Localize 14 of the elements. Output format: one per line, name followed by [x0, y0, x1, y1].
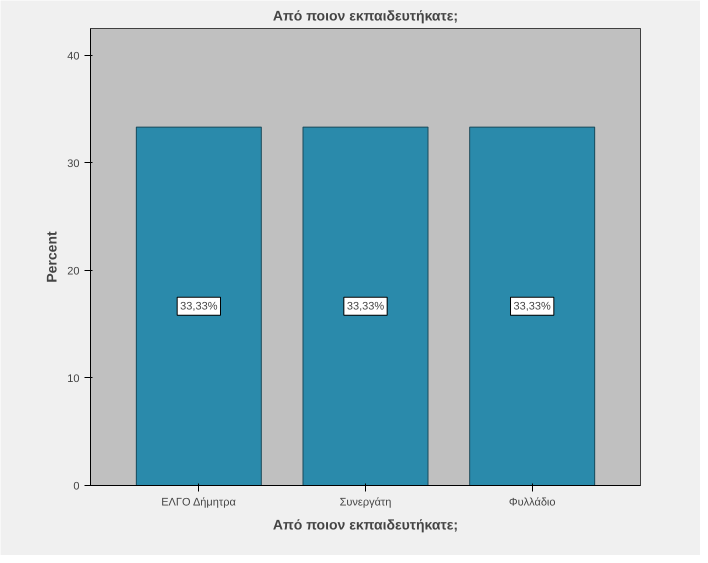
y-axis-title: Percent	[43, 230, 60, 283]
chart-title: Από ποιον εκπαιδευτήκατε;	[272, 8, 458, 24]
x-tick-label: Συνεργάτη	[340, 496, 392, 508]
y-tick-label: 20	[67, 265, 80, 278]
y-tick-label: 10	[67, 372, 80, 385]
x-tick-label: ΕΛΓΟ Δήμητρα	[161, 496, 236, 508]
data-label: 33,33%	[514, 300, 552, 312]
data-label: 33,33%	[346, 300, 384, 312]
y-tick-label: 30	[67, 158, 80, 170]
x-tick-label: Φυλλάδιο	[508, 496, 556, 508]
data-label: 33,33%	[180, 300, 218, 312]
y-tick-label: 0	[73, 480, 80, 492]
y-tick-label: 40	[67, 50, 80, 62]
x-axis-title: Από ποιον εκπαιδευτήκατε;	[272, 516, 458, 532]
